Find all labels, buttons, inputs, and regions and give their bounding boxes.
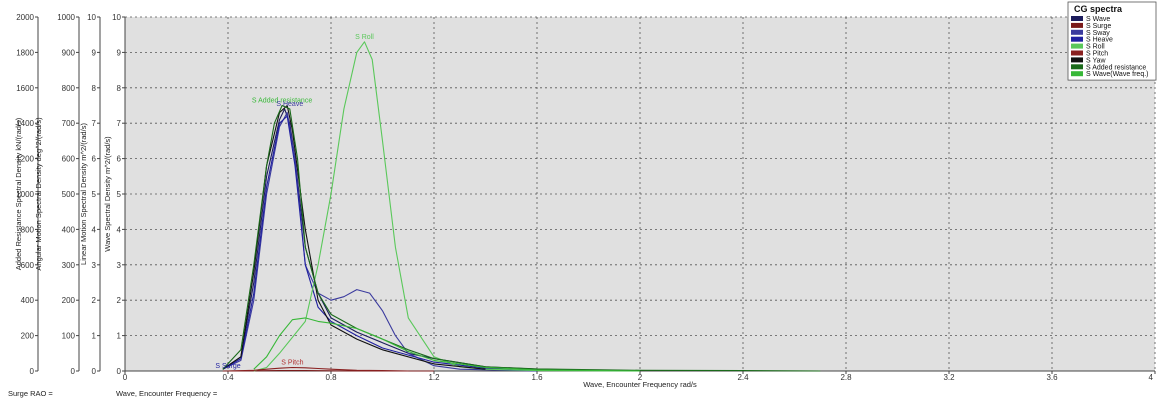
y-tick-label: 8 bbox=[92, 84, 97, 93]
x-tick-label: 3.6 bbox=[1046, 373, 1058, 382]
x-tick-label: 4 bbox=[1149, 373, 1154, 382]
x-tick-label: 3.2 bbox=[943, 373, 955, 382]
y-tick-label: 600 bbox=[62, 155, 76, 164]
status-frequency: Wave, Encounter Frequency = bbox=[116, 389, 221, 398]
surge-rao-label: Surge RAO = bbox=[8, 389, 53, 398]
y-tick-label: 800 bbox=[62, 84, 76, 93]
series-annotation: S Roll bbox=[355, 34, 374, 41]
status-surge: Surge RAO = bbox=[8, 389, 57, 398]
series-line bbox=[222, 112, 538, 372]
y-axis-title: Linear Motion Spectral Density m^2/(rad/… bbox=[79, 123, 88, 265]
grid-lines bbox=[125, 16, 1156, 371]
y-tick-label: 2 bbox=[117, 296, 122, 305]
y-tick-label: 9 bbox=[92, 48, 97, 57]
legend-entry: S Pitch bbox=[1086, 51, 1108, 58]
legend-swatch bbox=[1071, 36, 1083, 42]
y-tick-label: 800 bbox=[21, 225, 35, 234]
y-tick-label: 0 bbox=[117, 367, 122, 376]
legend-swatch bbox=[1071, 43, 1083, 49]
y-tick-label: 100 bbox=[62, 332, 76, 341]
x-tick-label: 0.8 bbox=[325, 373, 337, 382]
legend-entry: S Heave bbox=[1086, 37, 1113, 44]
series-line bbox=[222, 104, 821, 372]
y-tick-label: 1400 bbox=[16, 119, 34, 128]
x-tick-label: 0 bbox=[123, 373, 128, 382]
y-tick-label: 200 bbox=[62, 296, 76, 305]
y-tick-label: 700 bbox=[62, 119, 76, 128]
y-tick-label: 1600 bbox=[16, 84, 34, 93]
y-tick-label: 1200 bbox=[16, 155, 34, 164]
y-tick-label: 0 bbox=[92, 367, 97, 376]
series-line bbox=[253, 317, 641, 372]
legend-swatch bbox=[1071, 16, 1083, 21]
y-tick-label: 4 bbox=[92, 225, 97, 234]
y-tick-label: 10 bbox=[112, 13, 121, 22]
series-line bbox=[222, 115, 538, 372]
y-tick-label: 1800 bbox=[16, 48, 34, 57]
y-tick-label: 4 bbox=[117, 225, 122, 234]
x-tick-label: 2.8 bbox=[840, 373, 852, 382]
legend-swatch bbox=[1071, 71, 1083, 77]
x-tick-label: 2 bbox=[638, 373, 643, 382]
legend-title: CG spectra bbox=[1074, 4, 1123, 14]
series-line bbox=[227, 366, 409, 372]
legend-entry: S Wave(Wave freq.) bbox=[1086, 71, 1149, 78]
series-lines bbox=[222, 41, 821, 372]
y-axis-title: Added Resistance Spectral Density kN/(ra… bbox=[14, 117, 23, 270]
y-tick-label: 6 bbox=[117, 155, 122, 164]
legend-entry: S Yaw bbox=[1086, 57, 1107, 64]
legend-swatch bbox=[1071, 22, 1083, 28]
y-tick-label: 5 bbox=[117, 190, 122, 199]
legend-entry: S Sway bbox=[1086, 30, 1110, 37]
legend-entry: S Roll bbox=[1086, 44, 1105, 51]
y-axis-title: Angular Motion Spectral Density deg^2/(r… bbox=[34, 117, 43, 271]
y-tick-label: 1000 bbox=[57, 13, 75, 22]
y-tick-label: 0 bbox=[71, 367, 76, 376]
series-annotation: S Surge bbox=[215, 363, 240, 370]
series-annotation: S Pitch bbox=[281, 359, 303, 366]
y-tick-label: 6 bbox=[92, 155, 97, 164]
y-tick-label: 10 bbox=[87, 13, 96, 22]
y-tick-label: 500 bbox=[62, 190, 76, 199]
frequency-label: Wave, Encounter Frequency = bbox=[116, 389, 218, 398]
series-annotation: S Heave bbox=[276, 101, 303, 108]
y-tick-label: 400 bbox=[21, 296, 35, 305]
x-tick-label: 1.6 bbox=[531, 373, 543, 382]
y-tick-label: 9 bbox=[117, 48, 122, 57]
y-tick-label: 200 bbox=[21, 332, 35, 341]
y-tick-label: 7 bbox=[117, 119, 122, 128]
y-axis-title: Wave Spectral Density m^2/(rad/s) bbox=[103, 136, 112, 252]
y-tick-label: 1 bbox=[117, 332, 122, 341]
y-tick-label: 600 bbox=[21, 261, 35, 270]
x-tick-label: 1.2 bbox=[428, 373, 440, 382]
legend-swatch bbox=[1071, 57, 1083, 63]
legend-swatch bbox=[1071, 64, 1083, 70]
x-axis-title: Wave, Encounter Frequency rad/s bbox=[583, 380, 697, 389]
legend-swatch bbox=[1071, 50, 1083, 56]
legend-entry: S Surge bbox=[1086, 23, 1111, 30]
y-tick-label: 7 bbox=[92, 119, 97, 128]
y-tick-label: 8 bbox=[117, 84, 122, 93]
y-tick-label: 0 bbox=[30, 367, 35, 376]
legend-entry: S Added resistance bbox=[1086, 64, 1146, 71]
y-tick-label: 3 bbox=[92, 261, 97, 270]
x-tick-label: 2.4 bbox=[737, 373, 749, 382]
y-tick-label: 2000 bbox=[16, 13, 34, 22]
y-tick-label: 900 bbox=[62, 48, 76, 57]
y-tick-label: 3 bbox=[117, 261, 122, 270]
y-tick-label: 2 bbox=[92, 296, 97, 305]
x-tick-label: 0.4 bbox=[222, 373, 234, 382]
legend-entry: S Wave bbox=[1086, 16, 1110, 23]
legend-swatch bbox=[1071, 29, 1083, 35]
y-tick-label: 300 bbox=[62, 261, 76, 270]
y-tick-label: 400 bbox=[62, 225, 76, 234]
y-tick-label: 1000 bbox=[16, 190, 34, 199]
y-tick-label: 5 bbox=[92, 190, 97, 199]
y-tick-label: 1 bbox=[92, 332, 97, 341]
series-annotation: S Added resistance bbox=[252, 98, 312, 105]
